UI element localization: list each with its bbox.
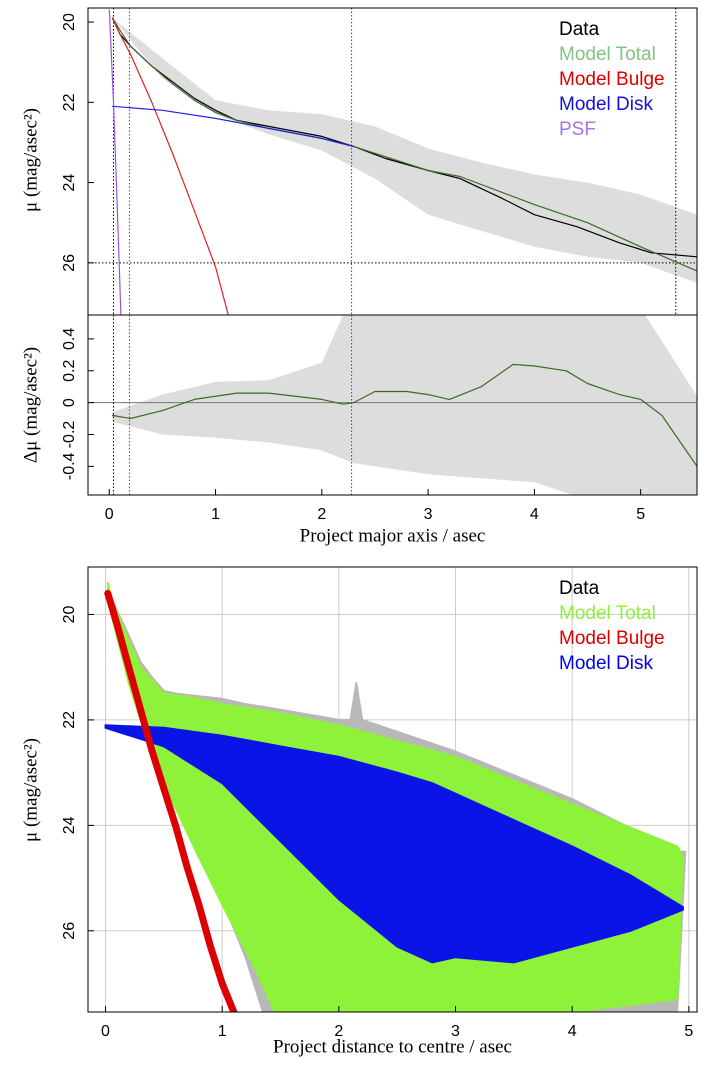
legend-entry: Model Disk <box>559 94 653 115</box>
x-axis-label: Project major axis / asec <box>300 525 486 546</box>
x-tick-label: 1 <box>218 1023 227 1040</box>
uncertainty-band <box>112 315 697 495</box>
y-tick-label: 26 <box>61 922 78 940</box>
plot-area <box>88 8 697 315</box>
x-tick-label: 0 <box>101 1023 110 1040</box>
legend-entry: Model Bulge <box>559 69 665 90</box>
uncertainty-band <box>112 18 697 283</box>
x-tick-label: 1 <box>211 506 220 523</box>
legend-entry: Data <box>559 578 600 599</box>
y-axis-label: μ (mag/asec²) <box>20 738 41 842</box>
y-tick-label: 22 <box>61 93 78 111</box>
x-tick-label: 4 <box>568 1023 577 1040</box>
y-tick-label: -0.4 <box>61 452 78 480</box>
y-tick-label: 24 <box>61 174 78 192</box>
y-axis-label: Δμ (mag/asec²) <box>20 347 41 463</box>
x-tick-label: 0 <box>105 506 114 523</box>
legend-entry: Model Total <box>559 603 656 624</box>
legend-entry: PSF <box>559 119 596 140</box>
x-tick-label: 4 <box>530 506 539 523</box>
y-tick-label: 22 <box>61 711 78 729</box>
plot-frame <box>87 314 698 496</box>
legend-entry: Data <box>559 19 600 40</box>
x-tick-label: 2 <box>334 1023 343 1040</box>
point-cloud <box>104 724 684 964</box>
series-line <box>104 589 238 1012</box>
x-tick-label: 5 <box>684 1023 693 1040</box>
y-tick-label: 20 <box>61 13 78 31</box>
y-tick-label: 26 <box>61 254 78 272</box>
x-axis-label: Project distance to centre / asec <box>273 1036 512 1057</box>
y-tick-label: -0.2 <box>61 421 78 449</box>
legend-entry: Model Bulge <box>559 628 665 649</box>
y-tick-label: 24 <box>61 816 78 834</box>
legend-entry: Model Disk <box>559 653 653 674</box>
x-tick-label: 3 <box>451 1023 460 1040</box>
series-line <box>111 17 229 315</box>
series-line <box>108 9 122 315</box>
series-line <box>111 363 697 467</box>
series-line <box>111 105 355 148</box>
legend-entry: Model Total <box>559 44 656 65</box>
x-tick-label: 5 <box>636 506 645 523</box>
y-tick-label: 0.4 <box>61 328 78 350</box>
y-axis-label: μ (mag/asec²) <box>20 108 41 212</box>
plot-area <box>88 315 697 495</box>
plot-area <box>88 567 697 1012</box>
x-tick-label: 3 <box>424 506 433 523</box>
plot-frame <box>87 566 698 1013</box>
y-tick-label: 0 <box>61 398 78 407</box>
y-tick-label: 20 <box>61 605 78 623</box>
x-tick-label: 2 <box>317 506 326 523</box>
y-tick-label: 0.2 <box>61 360 78 382</box>
